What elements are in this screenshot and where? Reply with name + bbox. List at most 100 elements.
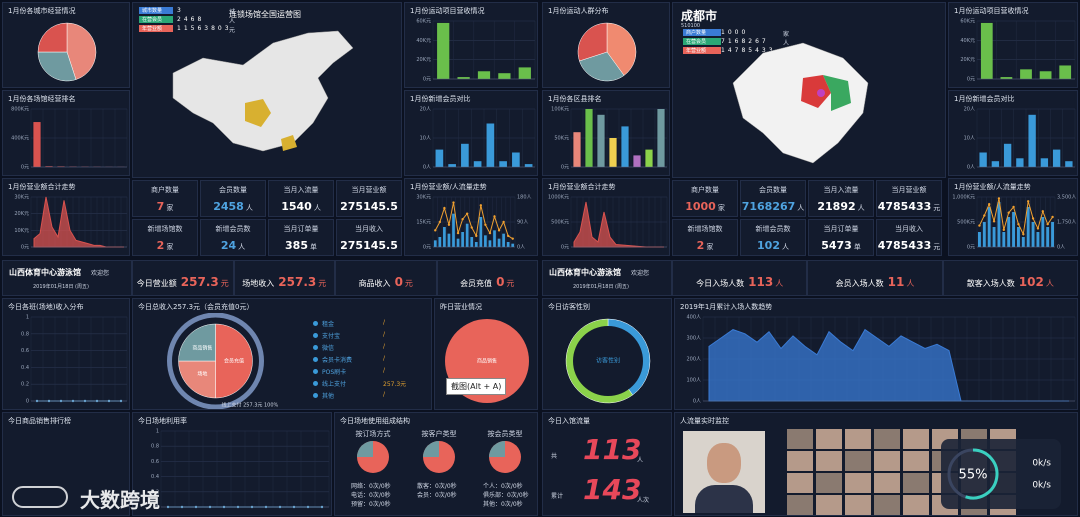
y-tick-label: 0人 xyxy=(967,165,975,171)
kpi: 当月订单量 5473 单 xyxy=(808,219,874,256)
point xyxy=(443,206,446,210)
panel: 今日场地利用率 0 0.2 0.4 0.6 0.8 1 xyxy=(132,412,332,516)
venue-welcome: 欢迎您 xyxy=(91,270,110,277)
legend-value: / xyxy=(383,391,386,398)
panel: 1月份各场馆经营排名 0元 400K元 800K元 xyxy=(2,90,130,176)
header-kpi-value: 0 xyxy=(496,275,505,289)
legend-label: 在营会员 xyxy=(683,38,721,45)
legend-value: 11563803 xyxy=(177,25,232,32)
bar xyxy=(452,213,455,247)
kpi-label: 当月营业额 xyxy=(891,186,927,194)
bar xyxy=(1007,217,1011,247)
header-kpi: 会员充值 0 元 xyxy=(436,260,538,296)
y-tick-label: 500K元 xyxy=(957,220,975,226)
face-tile xyxy=(874,451,900,471)
kpi-value-row: 5473 单 xyxy=(809,234,873,253)
chart xyxy=(577,22,637,82)
pie-slice xyxy=(178,360,216,399)
kpi-unit: 人 xyxy=(238,243,246,251)
flow-unit: 人次 xyxy=(637,497,650,504)
y-tick-label: 20K元 xyxy=(14,211,29,217)
y-tick-label: 200人 xyxy=(686,357,701,363)
kpi-value-row: 4785433 元 xyxy=(877,195,941,214)
y-tick-label: 100K元 xyxy=(551,107,569,113)
panel-title: 今日总收入257.3元（会员充值0元） xyxy=(138,303,254,311)
panel-title: 今日场地使用组成结构 xyxy=(340,417,410,425)
venue-welcome: 欢迎您 xyxy=(631,270,650,277)
chart: 0元 15K元 30K元 0人 90人 180人 xyxy=(416,195,531,251)
bar xyxy=(645,149,653,167)
pie-slice xyxy=(577,22,608,62)
legend-value: / xyxy=(383,355,386,362)
venue-header: 山西体育中心游泳馆 欢迎您 2019年01月18日 (周五) xyxy=(2,260,132,296)
bar xyxy=(1065,161,1073,167)
legend-name: 租金 xyxy=(322,321,335,328)
legend-name: 会员卡消费 xyxy=(322,357,353,364)
kpi-label: 新增会员数 xyxy=(755,225,791,233)
header-kpi-row: 散客入场人数 102 人 xyxy=(944,271,1077,290)
group-title: 按会员类型 xyxy=(487,430,523,438)
flow-pre: 共 xyxy=(551,453,558,460)
header-kpi-value: 102 xyxy=(1018,275,1044,289)
bar xyxy=(511,243,515,247)
panel-title: 2019年1月累计入场人数趋势 xyxy=(680,303,773,311)
kpi-unit: 家 xyxy=(706,243,714,251)
kpi-value-row: 1000 家 xyxy=(673,195,737,214)
group-line: 电话：0次/0秒 xyxy=(351,492,391,499)
header-kpi-row: 商品收入 0 元 xyxy=(336,271,436,290)
kpi-unit: 元 xyxy=(933,204,941,212)
legend-name: 支付宝 xyxy=(322,333,341,340)
face-tile xyxy=(903,429,929,449)
y2-tick-label: 90人 xyxy=(517,220,528,226)
legend-value: / xyxy=(383,331,386,338)
bar xyxy=(512,152,520,167)
header-kpi-label: 会员入场人数 xyxy=(835,279,884,288)
panel: 今日访客性别 访客性别 xyxy=(542,298,672,410)
region-b xyxy=(281,135,297,151)
y-tick-label: 30K元 xyxy=(416,195,431,201)
bar xyxy=(585,109,593,167)
kpi-label: 会员数量 xyxy=(759,186,787,194)
kpi-value: 5473 xyxy=(821,239,852,252)
bar xyxy=(497,238,501,247)
kpi-label: 当月订单量 xyxy=(823,225,859,233)
legend-unit: 人 xyxy=(783,40,790,47)
panel-title: 1月份新增会员对比 xyxy=(954,95,1015,103)
y-tick-label: 0元 xyxy=(423,77,431,83)
bar xyxy=(982,222,986,247)
gauge-label: 55% xyxy=(959,468,988,483)
kpi-value: 385 xyxy=(285,239,308,252)
header-kpi-row: 会员入场人数 11 人 xyxy=(808,271,941,290)
kpi-label: 当月收入 xyxy=(895,225,923,233)
kpi-value: 21892 xyxy=(817,200,856,213)
kpi: 当月入流量 21892 人 xyxy=(808,180,874,217)
panel-title: 今日场地利用率 xyxy=(138,417,187,425)
legend-name: 其他 xyxy=(322,393,335,400)
slice-label: 商品销售 xyxy=(477,358,497,365)
kpi-value: 275145.5 xyxy=(340,200,398,213)
ring-note: 线上支付 257.3元 100% xyxy=(222,402,279,409)
y-tick-label: 1 xyxy=(26,315,29,321)
panel-title: 今日访客性别 xyxy=(548,303,590,311)
header-kpi-label: 今日入场人数 xyxy=(696,279,745,288)
face-tile xyxy=(903,451,929,471)
kpi: 当月入流量 1540 人 xyxy=(268,180,334,217)
point xyxy=(1002,228,1006,232)
face-tile xyxy=(903,473,929,493)
panel-title: 1月份新增会员对比 xyxy=(410,95,471,103)
bar xyxy=(493,230,496,247)
header-kpi-value: 0 xyxy=(394,275,403,289)
header-kpi-unit: 人 xyxy=(906,279,915,288)
y-tick-label: 15K元 xyxy=(416,220,431,226)
gauge-arc xyxy=(965,448,999,500)
face-tile xyxy=(787,429,813,449)
legend-value: 2468 xyxy=(177,16,205,23)
legend-name: 线上支付 xyxy=(322,381,347,388)
country xyxy=(172,30,354,152)
face-tile xyxy=(903,495,929,515)
slice-label: 场地 xyxy=(197,371,207,378)
bar xyxy=(484,235,487,247)
point xyxy=(502,220,505,224)
bar xyxy=(609,138,617,167)
y-tick-label: 100人 xyxy=(686,378,701,384)
